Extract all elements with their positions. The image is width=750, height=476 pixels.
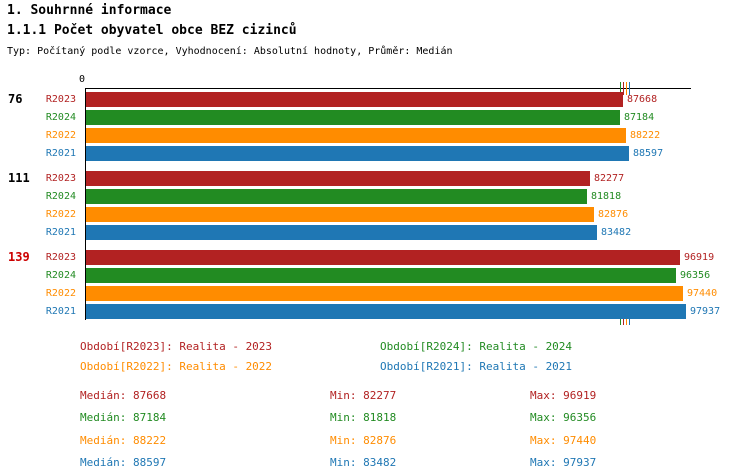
bar-r2023 <box>86 250 680 265</box>
bar-value-label: 97440 <box>687 288 718 299</box>
group-label-2: 111 <box>8 171 30 185</box>
stat-max-r2024: Max: 96356 <box>530 411 597 424</box>
legend-item-r2023: Období[R2023]: Realita - 2023 <box>80 340 273 353</box>
bar-row: R2022 88222 <box>0 128 660 143</box>
bar-r2021 <box>86 304 686 319</box>
bar-row: R2021 97937 <box>0 304 720 319</box>
bar-row: R2024 81818 <box>0 189 621 204</box>
group-label-3: 139 <box>8 250 30 264</box>
bar-row: R2021 83482 <box>0 225 631 240</box>
bar-value-label: 87668 <box>627 94 658 105</box>
bar-row: R2023 96919 <box>0 250 714 265</box>
bar-r2024 <box>86 189 587 204</box>
bar-row: R2023 87668 <box>0 92 657 107</box>
stat-max-r2021: Max: 97937 <box>530 456 597 469</box>
bar-value-label: 82277 <box>594 173 625 184</box>
series-label-r2021: R2021 <box>45 306 76 317</box>
bar-value-label: 88597 <box>633 148 664 159</box>
series-label-r2023: R2023 <box>45 94 76 105</box>
median-tick-r2023 <box>623 82 624 95</box>
bar-row: R2024 96356 <box>0 268 710 283</box>
stat-max-r2022: Max: 97440 <box>530 434 597 447</box>
chart-title: 1.1.1 Počet obyvatel obce BEZ cizinců <box>7 23 297 38</box>
bar-value-label: 96919 <box>684 252 715 263</box>
median-tick-r2024 <box>620 82 621 95</box>
series-label-r2024: R2024 <box>45 191 76 202</box>
bar-row: R2022 97440 <box>0 286 717 301</box>
series-label-r2024: R2024 <box>45 112 76 123</box>
bar-value-label: 82876 <box>598 209 629 220</box>
report-section-title: 1. Souhrnné informace <box>7 3 172 18</box>
bar-row: R2023 82277 <box>0 171 624 186</box>
bar-value-label: 81818 <box>591 191 622 202</box>
series-label-r2023: R2023 <box>45 252 76 263</box>
bar-r2024 <box>86 268 676 283</box>
bar-value-label: 88222 <box>630 130 661 141</box>
stat-min-r2022: Min: 82876 <box>330 434 397 447</box>
bar-value-label: 97937 <box>690 306 721 317</box>
bar-r2021 <box>86 146 629 161</box>
series-label-r2023: R2023 <box>45 173 76 184</box>
bar-row: R2021 88597 <box>0 146 663 161</box>
bar-value-label: 96356 <box>680 270 711 281</box>
series-label-r2021: R2021 <box>45 148 76 159</box>
stat-median-r2021: Medián: 88597 <box>80 456 167 469</box>
median-ticks-top <box>86 82 692 95</box>
series-label-r2022: R2022 <box>45 209 76 220</box>
bar-r2023 <box>86 171 590 186</box>
bar-r2022 <box>86 128 626 143</box>
stat-min-r2021: Min: 83482 <box>330 456 397 469</box>
series-label-r2022: R2022 <box>45 288 76 299</box>
x-axis-zero-label: 0 <box>78 74 85 85</box>
bar-r2021 <box>86 225 597 240</box>
bar-r2022 <box>86 207 594 222</box>
stat-max-r2023: Max: 96919 <box>530 389 597 402</box>
group-label-1: 76 <box>8 92 23 106</box>
bar-r2023 <box>86 92 623 107</box>
bar-r2022 <box>86 286 683 301</box>
median-tick-r2021 <box>629 82 630 95</box>
bar-r2024 <box>86 110 620 125</box>
bar-row: R2022 82876 <box>0 207 628 222</box>
series-label-r2024: R2024 <box>45 270 76 281</box>
legend-item-r2024: Období[R2024]: Realita - 2024 <box>380 340 573 353</box>
stat-min-r2024: Min: 81818 <box>330 411 397 424</box>
chart-description: Typ: Počítaný podle vzorce, Vyhodnocení:… <box>7 46 453 57</box>
bar-value-label: 83482 <box>601 227 632 238</box>
series-label-r2022: R2022 <box>45 130 76 141</box>
stat-min-r2023: Min: 82277 <box>330 389 397 402</box>
stat-median-r2024: Medián: 87184 <box>80 411 167 424</box>
median-tick-r2022 <box>626 82 627 95</box>
legend-item-r2021: Období[R2021]: Realita - 2021 <box>380 360 573 373</box>
y-axis-line <box>85 88 86 320</box>
x-axis-line <box>85 88 691 89</box>
series-label-r2021: R2021 <box>45 227 76 238</box>
bar-row: R2024 87184 <box>0 110 654 125</box>
stat-median-r2022: Medián: 88222 <box>80 434 167 447</box>
legend-item-r2022: Období[R2022]: Realita - 2022 <box>80 360 273 373</box>
bar-value-label: 87184 <box>624 112 655 123</box>
stat-median-r2023: Medián: 87668 <box>80 389 167 402</box>
